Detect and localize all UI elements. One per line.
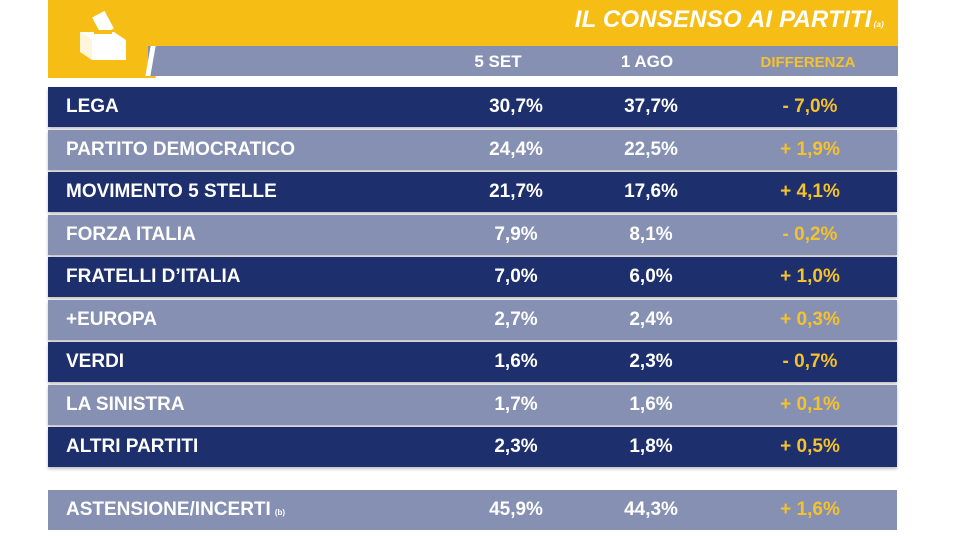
table-row: FRATELLI D’ITALIA 7,0% 6,0% + 1,0% xyxy=(48,257,897,297)
summary-value-differenza: + 1,6% xyxy=(780,499,840,520)
table-row: +EUROPA 2,7% 2,4% + 0,3% xyxy=(48,300,897,340)
value-differenza: - 7,0% xyxy=(782,96,838,117)
value-5-set: 30,7% xyxy=(489,96,543,117)
value-5-set: 7,0% xyxy=(494,266,538,287)
party-name: LEGA xyxy=(66,96,119,117)
table-row: PARTITO DEMOCRATICO 24,4% 22,5% + 1,9% xyxy=(48,130,897,170)
value-differenza: + 0,1% xyxy=(780,394,840,415)
value-1-ago: 6,0% xyxy=(629,266,673,287)
title-note: (a) xyxy=(873,20,884,29)
table-row: VERDI 1,6% 2,3% - 0,7% xyxy=(48,342,897,382)
party-name: FRATELLI D’ITALIA xyxy=(66,266,241,287)
table-row: FORZA ITALIA 7,9% 8,1% - 0,2% xyxy=(48,215,897,255)
party-name: LA SINISTRA xyxy=(66,394,185,415)
value-differenza: + 1,0% xyxy=(780,266,840,287)
value-1-ago: 2,3% xyxy=(629,351,673,372)
chart-title: IL CONSENSO AI PARTITI (a) xyxy=(574,6,884,33)
column-header-1-ago: 1 AGO xyxy=(620,52,674,71)
value-1-ago: 37,7% xyxy=(624,96,678,117)
party-name: FORZA ITALIA xyxy=(66,224,196,245)
table-row: LEGA 30,7% 37,7% - 7,0% xyxy=(48,87,897,127)
value-differenza: + 1,9% xyxy=(780,139,840,160)
value-1-ago: 8,1% xyxy=(629,224,673,245)
summary-value-1-ago: 44,3% xyxy=(624,499,678,520)
header-bar xyxy=(148,46,898,76)
party-name: MOVIMENTO 5 STELLE xyxy=(66,181,277,202)
value-1-ago: 1,8% xyxy=(629,436,673,457)
value-differenza: - 0,2% xyxy=(782,224,838,245)
table-row: ALTRI PARTITI 2,3% 1,8% + 0,5% xyxy=(48,427,897,467)
value-5-set: 21,7% xyxy=(489,181,543,202)
party-name: ALTRI PARTITI xyxy=(66,436,199,457)
summary-row: ASTENSIONE/INCERTI (b) 45,9% 44,3% + 1,6% xyxy=(48,490,897,530)
value-5-set: 24,4% xyxy=(489,139,543,160)
column-header-5-set: 5 SET xyxy=(474,52,522,71)
value-5-set: 1,7% xyxy=(494,394,538,415)
value-5-set: 2,3% xyxy=(494,436,538,457)
table-row: LA SINISTRA 1,7% 1,6% + 0,1% xyxy=(48,385,897,425)
ballot-box-icon xyxy=(80,10,126,60)
summary-label: ASTENSIONE/INCERTI xyxy=(66,499,271,520)
value-1-ago: 17,6% xyxy=(624,181,678,202)
value-5-set: 2,7% xyxy=(494,309,538,330)
title-bar: IL CONSENSO AI PARTITI (a) xyxy=(160,0,898,46)
value-1-ago: 1,6% xyxy=(629,394,673,415)
value-1-ago: 2,4% xyxy=(629,309,673,330)
value-5-set: 7,9% xyxy=(494,224,538,245)
value-1-ago: 22,5% xyxy=(624,139,678,160)
summary-party-name: ASTENSIONE/INCERTI (b) xyxy=(66,490,285,530)
value-differenza: + 0,3% xyxy=(780,309,840,330)
column-header-differenza: DIFFERENZA xyxy=(760,54,856,71)
summary-value-5-set: 45,9% xyxy=(489,499,543,520)
table-row: MOVIMENTO 5 STELLE 21,7% 17,6% + 4,1% xyxy=(48,172,897,212)
value-differenza: + 0,5% xyxy=(780,436,840,457)
value-differenza: - 0,7% xyxy=(782,351,838,372)
party-name: PARTITO DEMOCRATICO xyxy=(66,139,296,160)
value-differenza: + 4,1% xyxy=(780,181,840,202)
party-name: +EUROPA xyxy=(66,309,157,330)
value-5-set: 1,6% xyxy=(494,351,538,372)
party-name: VERDI xyxy=(66,351,125,372)
summary-note: (b) xyxy=(274,508,286,517)
